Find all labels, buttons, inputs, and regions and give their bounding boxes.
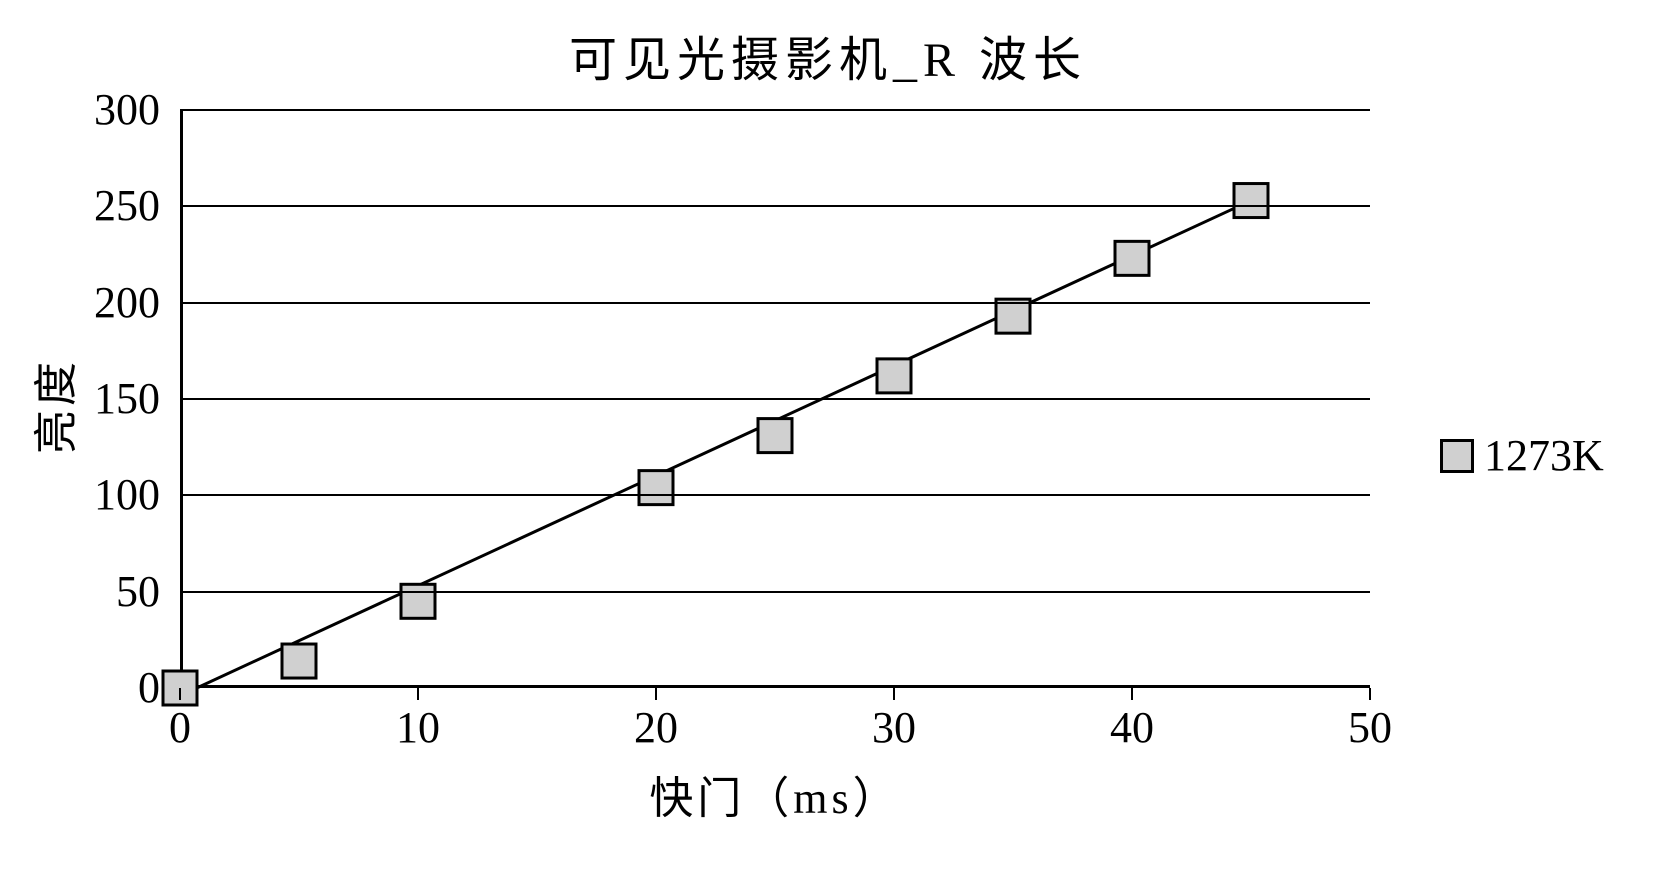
x-tick-mark xyxy=(1131,688,1133,700)
y-tick-label: 150 xyxy=(60,373,160,424)
y-tick-label: 200 xyxy=(60,277,160,328)
legend-label: 1273K xyxy=(1484,430,1604,481)
x-tick-label: 50 xyxy=(1320,702,1420,753)
data-marker xyxy=(758,419,792,453)
data-marker xyxy=(877,359,911,393)
x-tick-mark xyxy=(1369,688,1371,700)
data-marker xyxy=(1115,241,1149,275)
x-tick-label: 10 xyxy=(368,702,468,753)
x-tick-label: 40 xyxy=(1082,702,1182,753)
y-tick-label: 100 xyxy=(60,469,160,520)
x-tick-label: 30 xyxy=(844,702,944,753)
y-tick-label: 300 xyxy=(60,84,160,135)
data-marker xyxy=(1234,184,1268,218)
grid-line xyxy=(180,302,1370,304)
x-tick-mark xyxy=(655,688,657,700)
x-tick-mark xyxy=(179,688,181,700)
data-marker xyxy=(639,471,673,505)
grid-line xyxy=(180,591,1370,593)
data-marker xyxy=(282,644,316,678)
grid-line xyxy=(180,205,1370,207)
grid-line xyxy=(180,494,1370,496)
chart-container: 可见光摄影机_R 波长 亮度 快门（ms） 1273K 050100150200… xyxy=(0,0,1656,876)
y-tick-label: 50 xyxy=(60,566,160,617)
grid-line xyxy=(180,109,1370,111)
data-marker xyxy=(996,299,1030,333)
x-tick-label: 0 xyxy=(130,702,230,753)
x-tick-mark xyxy=(893,688,895,700)
fit-line xyxy=(180,201,1251,696)
x-tick-label: 20 xyxy=(606,702,706,753)
x-axis-label: 快门（ms） xyxy=(615,762,935,826)
y-tick-label: 250 xyxy=(60,180,160,231)
data-marker xyxy=(401,584,435,618)
legend: 1273K xyxy=(1440,430,1604,481)
x-tick-mark xyxy=(417,688,419,700)
legend-swatch xyxy=(1440,439,1474,473)
grid-line xyxy=(180,398,1370,400)
